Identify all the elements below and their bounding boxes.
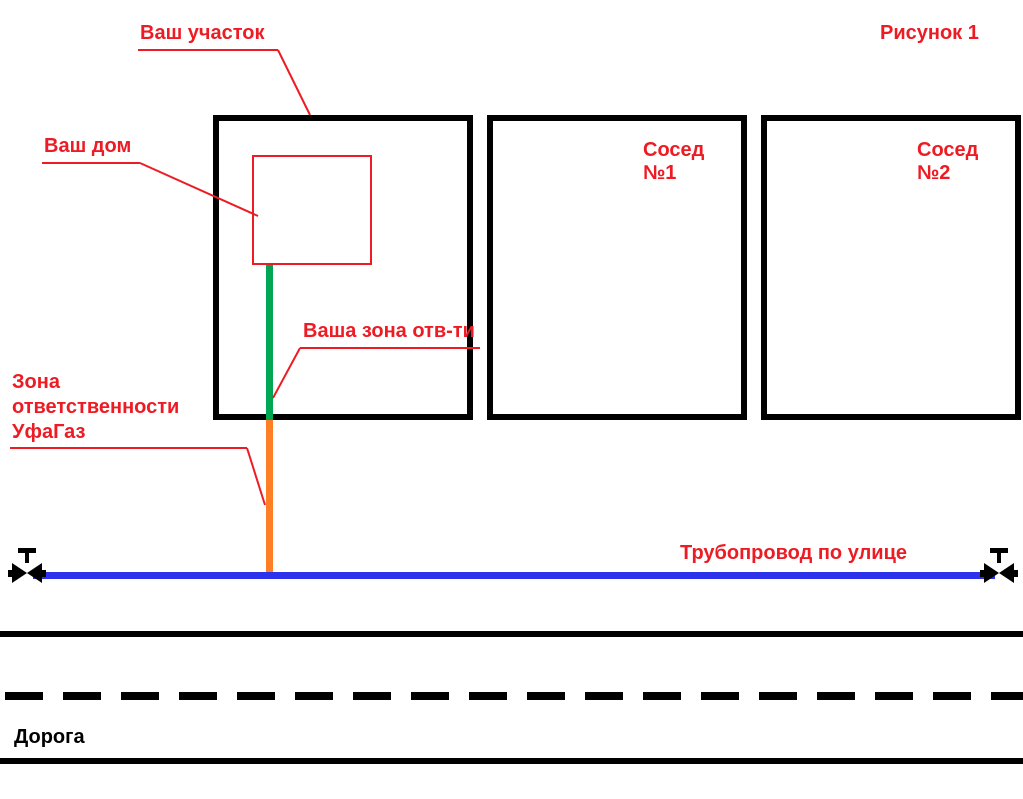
- valve-right-icon: [980, 546, 1018, 586]
- road-dash-segment: [411, 692, 449, 700]
- road-dash-segment: [759, 692, 797, 700]
- callout-your-plot-text: Ваш участок: [140, 22, 265, 45]
- callout-your-house-text: Ваш дом: [44, 135, 131, 158]
- pipe-label: Трубопровод по улице: [680, 542, 907, 565]
- pipe-main-blue: [33, 572, 995, 579]
- road-dash-segment: [121, 692, 159, 700]
- road-dash-segment: [643, 692, 681, 700]
- road-center-dash: [0, 692, 1023, 700]
- road-dash-segment: [701, 692, 739, 700]
- road-top-line: [0, 631, 1023, 637]
- pipe-green: [266, 265, 273, 420]
- road-dash-segment: [237, 692, 275, 700]
- callout-your-zone-text: Ваша зона отв-ти: [303, 320, 475, 343]
- road-dash-segment: [527, 692, 565, 700]
- house-outline: [252, 155, 372, 265]
- road-dash-segment: [5, 692, 43, 700]
- road-dash-segment: [353, 692, 391, 700]
- road-dash-segment: [875, 692, 913, 700]
- neighbor-2-label: Сосед №2: [917, 139, 1015, 185]
- road-bottom-line: [0, 758, 1023, 764]
- plot-neighbor-2: Сосед №2: [761, 115, 1021, 420]
- plot-neighbor-1: Сосед №1: [487, 115, 747, 420]
- road-dash-segment: [63, 692, 101, 700]
- neighbor-1-label: Сосед №1: [643, 139, 741, 185]
- road-dash-segment: [469, 692, 507, 700]
- callout-ufagaz-zone-text: Зона ответственности УфаГаз: [12, 370, 179, 445]
- road-dash-segment: [933, 692, 971, 700]
- valve-left-icon: [8, 546, 46, 586]
- road-label: Дорога: [14, 726, 85, 749]
- pipe-orange: [266, 420, 273, 572]
- road-dash-segment: [817, 692, 855, 700]
- road-dash-segment: [991, 692, 1023, 700]
- figure-title: Рисунок 1: [880, 22, 979, 45]
- road-dash-segment: [179, 692, 217, 700]
- road-dash-segment: [295, 692, 333, 700]
- road-dash-segment: [585, 692, 623, 700]
